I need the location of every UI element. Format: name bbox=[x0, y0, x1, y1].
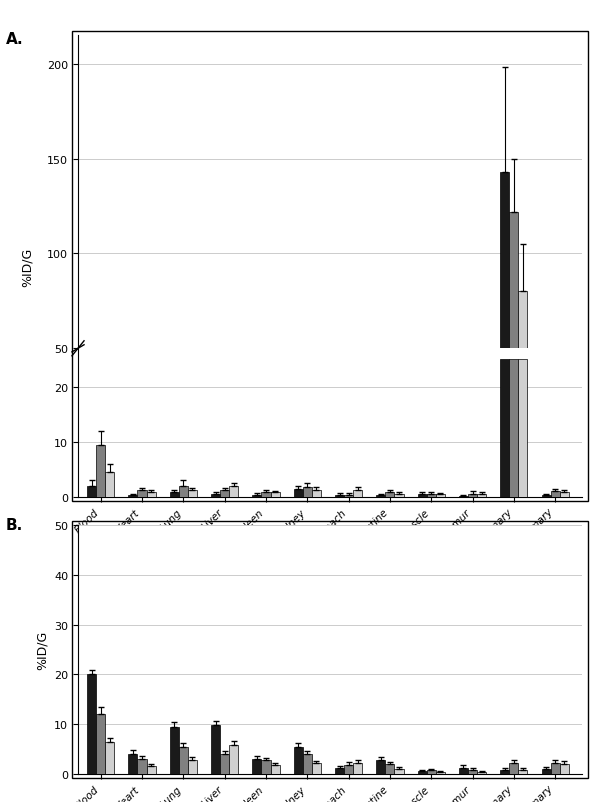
Bar bbox=[518, 292, 527, 444]
Bar bbox=[128, 754, 137, 774]
Bar bbox=[468, 770, 477, 774]
Bar bbox=[459, 496, 468, 497]
Bar bbox=[344, 765, 353, 774]
Bar bbox=[262, 760, 271, 774]
Bar bbox=[542, 496, 551, 497]
Bar bbox=[179, 486, 188, 497]
Bar bbox=[170, 727, 179, 774]
Bar bbox=[262, 493, 271, 497]
Bar bbox=[253, 495, 262, 497]
Bar bbox=[137, 491, 146, 497]
Bar bbox=[128, 496, 137, 497]
Bar bbox=[87, 674, 96, 774]
Text: %ID/G: %ID/G bbox=[20, 247, 34, 286]
Bar bbox=[211, 725, 220, 774]
Bar bbox=[335, 495, 344, 497]
Bar bbox=[560, 493, 569, 497]
Bar bbox=[427, 770, 436, 774]
Bar bbox=[312, 763, 321, 774]
Bar bbox=[353, 763, 362, 774]
Bar bbox=[179, 747, 188, 774]
Bar bbox=[271, 493, 280, 497]
Bar bbox=[353, 490, 362, 497]
Bar bbox=[542, 769, 551, 774]
Bar bbox=[436, 772, 445, 774]
Bar bbox=[96, 445, 105, 497]
Bar bbox=[96, 715, 105, 774]
Bar bbox=[394, 769, 404, 774]
Bar bbox=[477, 494, 486, 497]
Bar bbox=[170, 493, 179, 497]
Bar bbox=[344, 495, 353, 497]
Bar bbox=[220, 754, 229, 774]
Bar bbox=[271, 765, 280, 774]
Bar bbox=[560, 764, 569, 774]
Bar bbox=[211, 495, 220, 497]
Bar bbox=[500, 172, 509, 444]
Bar bbox=[105, 742, 115, 774]
Bar bbox=[468, 495, 477, 497]
Bar bbox=[509, 763, 518, 774]
Bar bbox=[253, 759, 262, 774]
Bar bbox=[312, 490, 321, 497]
Bar bbox=[551, 763, 560, 774]
Bar bbox=[293, 489, 303, 497]
Bar bbox=[87, 486, 96, 497]
Bar bbox=[335, 768, 344, 774]
Bar bbox=[376, 760, 385, 774]
Bar bbox=[146, 767, 155, 774]
Bar bbox=[551, 492, 560, 497]
Bar bbox=[385, 764, 394, 774]
Bar bbox=[500, 360, 509, 497]
Bar bbox=[518, 360, 527, 497]
Bar bbox=[229, 486, 238, 497]
Bar bbox=[188, 760, 197, 774]
Text: B.: B. bbox=[6, 517, 23, 533]
Text: A.: A. bbox=[6, 32, 23, 47]
Bar bbox=[220, 491, 229, 497]
Bar bbox=[188, 491, 197, 497]
Bar bbox=[146, 493, 155, 497]
Bar bbox=[229, 745, 238, 774]
Bar bbox=[500, 770, 509, 774]
Bar bbox=[137, 759, 146, 774]
Bar bbox=[105, 472, 115, 497]
Bar bbox=[303, 488, 312, 497]
Bar bbox=[427, 495, 436, 497]
Bar bbox=[459, 768, 468, 774]
Y-axis label: %ID/G: %ID/G bbox=[35, 630, 49, 669]
Bar bbox=[418, 495, 427, 497]
Bar bbox=[477, 772, 486, 774]
Bar bbox=[509, 360, 518, 497]
Bar bbox=[385, 493, 394, 497]
Bar bbox=[394, 494, 404, 497]
Bar bbox=[518, 770, 527, 774]
Bar bbox=[376, 496, 385, 497]
Bar bbox=[418, 772, 427, 774]
Bar bbox=[436, 495, 445, 497]
Legend: 2H, 24H, 120H: 2H, 24H, 120H bbox=[211, 592, 368, 610]
Bar bbox=[293, 747, 303, 774]
Bar bbox=[303, 754, 312, 774]
Bar bbox=[509, 213, 518, 444]
